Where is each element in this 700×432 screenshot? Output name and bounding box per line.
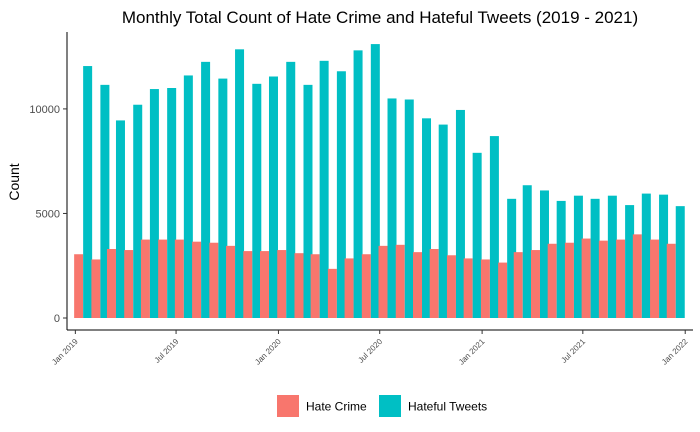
bar-hate-crime	[666, 243, 676, 318]
bar-hate-crime	[480, 259, 490, 318]
bar-hate-crime	[530, 250, 540, 318]
bar-hate-crime	[361, 254, 371, 318]
x-tick-label: Jan 2021	[457, 337, 487, 367]
bars-group	[74, 44, 685, 319]
x-tick-label: Jan 2019	[50, 337, 80, 367]
bar-hate-crime	[378, 245, 388, 318]
x-tick-label: Jul 2019	[153, 337, 181, 365]
bar-hate-crime	[344, 258, 354, 318]
bar-hateful-tweets	[539, 190, 549, 318]
bar-hate-crime	[463, 258, 473, 318]
bar-hate-crime	[106, 249, 116, 318]
bar-hate-crime	[277, 250, 287, 318]
bar-hate-crime	[395, 244, 405, 318]
bar-hate-crime	[650, 239, 660, 318]
bar-hate-crime	[513, 252, 523, 318]
bar-hate-crime	[632, 234, 642, 318]
y-tick-label: 0	[54, 313, 60, 325]
bar-hateful-tweets	[218, 78, 228, 318]
bar-hate-crime	[294, 253, 304, 318]
x-tick-label: Jul 2021	[559, 337, 587, 365]
x-tick-label: Jul 2020	[356, 337, 384, 365]
bar-hate-crime	[327, 268, 337, 318]
y-tick-label: 10000	[29, 104, 60, 116]
bar-hate-crime	[243, 251, 253, 318]
bar-hateful-tweets	[303, 84, 313, 318]
bar-hateful-tweets	[286, 61, 296, 319]
bar-hate-crime	[310, 254, 320, 318]
legend-key-hate-crime	[277, 395, 299, 417]
bar-hate-crime	[209, 242, 219, 318]
bar-hateful-tweets	[183, 75, 193, 318]
bar-hate-crime	[413, 252, 423, 318]
y-tick-label: 5000	[36, 208, 60, 220]
bar-hate-crime	[259, 251, 269, 318]
bar-hateful-tweets	[507, 198, 517, 318]
bar-hateful-tweets	[438, 124, 448, 318]
bar-hateful-tweets	[489, 136, 499, 318]
bar-hateful-tweets	[472, 152, 482, 318]
bar-hateful-tweets	[556, 200, 566, 318]
bar-hate-crime	[140, 239, 150, 318]
bar-hate-crime	[616, 239, 626, 318]
legend-label-hateful-tweets: Hateful Tweets	[408, 400, 487, 414]
bar-hate-crime	[158, 239, 168, 318]
bar-hate-crime	[74, 254, 84, 318]
bar-hate-crime	[91, 259, 101, 318]
bar-hateful-tweets	[607, 195, 617, 318]
bar-hateful-tweets	[625, 205, 635, 318]
bar-hateful-tweets	[100, 84, 110, 318]
bar-hate-crime	[547, 243, 557, 318]
x-axis-ticks: Jan 2019 Jul 2019 Jan 2020 Jul 2020 Jan 2021…	[50, 330, 690, 367]
bar-hate-crime	[564, 242, 574, 318]
bar-hateful-tweets	[675, 206, 685, 318]
bar-hateful-tweets	[167, 88, 177, 318]
bar-hate-crime	[498, 262, 508, 318]
bar-hateful-tweets	[252, 83, 262, 318]
bar-hate-crime	[174, 239, 184, 318]
legend-label-hate-crime: Hate Crime	[306, 400, 367, 414]
bar-hateful-tweets	[235, 49, 245, 318]
bar-hateful-tweets	[115, 120, 125, 318]
bar-hateful-tweets	[573, 195, 583, 318]
bar-hateful-tweets	[455, 109, 465, 318]
legend-key-hateful-tweets	[379, 395, 401, 417]
bar-hateful-tweets	[641, 193, 651, 318]
bar-hate-crime	[226, 245, 236, 318]
bar-hateful-tweets	[522, 185, 532, 318]
y-axis-label: Count	[6, 163, 22, 200]
bar-hateful-tweets	[659, 194, 669, 318]
bar-hateful-tweets	[336, 71, 346, 319]
bar-hate-crime	[192, 241, 202, 318]
bar-hate-crime	[124, 250, 134, 318]
bar-hateful-tweets	[83, 66, 93, 318]
bar-hate-crime	[581, 238, 591, 318]
bar-hateful-tweets	[422, 118, 432, 318]
bar-hate-crime	[598, 240, 608, 318]
bar-hateful-tweets	[149, 89, 159, 318]
legend: Hate Crime Hateful Tweets	[277, 395, 487, 417]
x-tick-label: Jan 2022	[660, 337, 690, 367]
bar-hateful-tweets	[319, 60, 329, 318]
bar-hateful-tweets	[387, 98, 397, 318]
bar-hateful-tweets	[404, 99, 414, 318]
bar-hateful-tweets	[353, 50, 363, 319]
bar-hate-crime	[429, 249, 439, 318]
y-axis-ticks: 0 5000 10000	[29, 104, 67, 325]
bar-hate-crime	[446, 255, 456, 318]
x-tick-label: Jan 2020	[253, 337, 283, 367]
bar-hateful-tweets	[268, 76, 278, 318]
bar-hateful-tweets	[133, 104, 143, 318]
bar-hateful-tweets	[370, 44, 380, 319]
bar-hateful-tweets	[201, 61, 211, 319]
chart-title: Monthly Total Count of Hate Crime and Ha…	[122, 8, 638, 27]
bar-hateful-tweets	[590, 198, 600, 318]
